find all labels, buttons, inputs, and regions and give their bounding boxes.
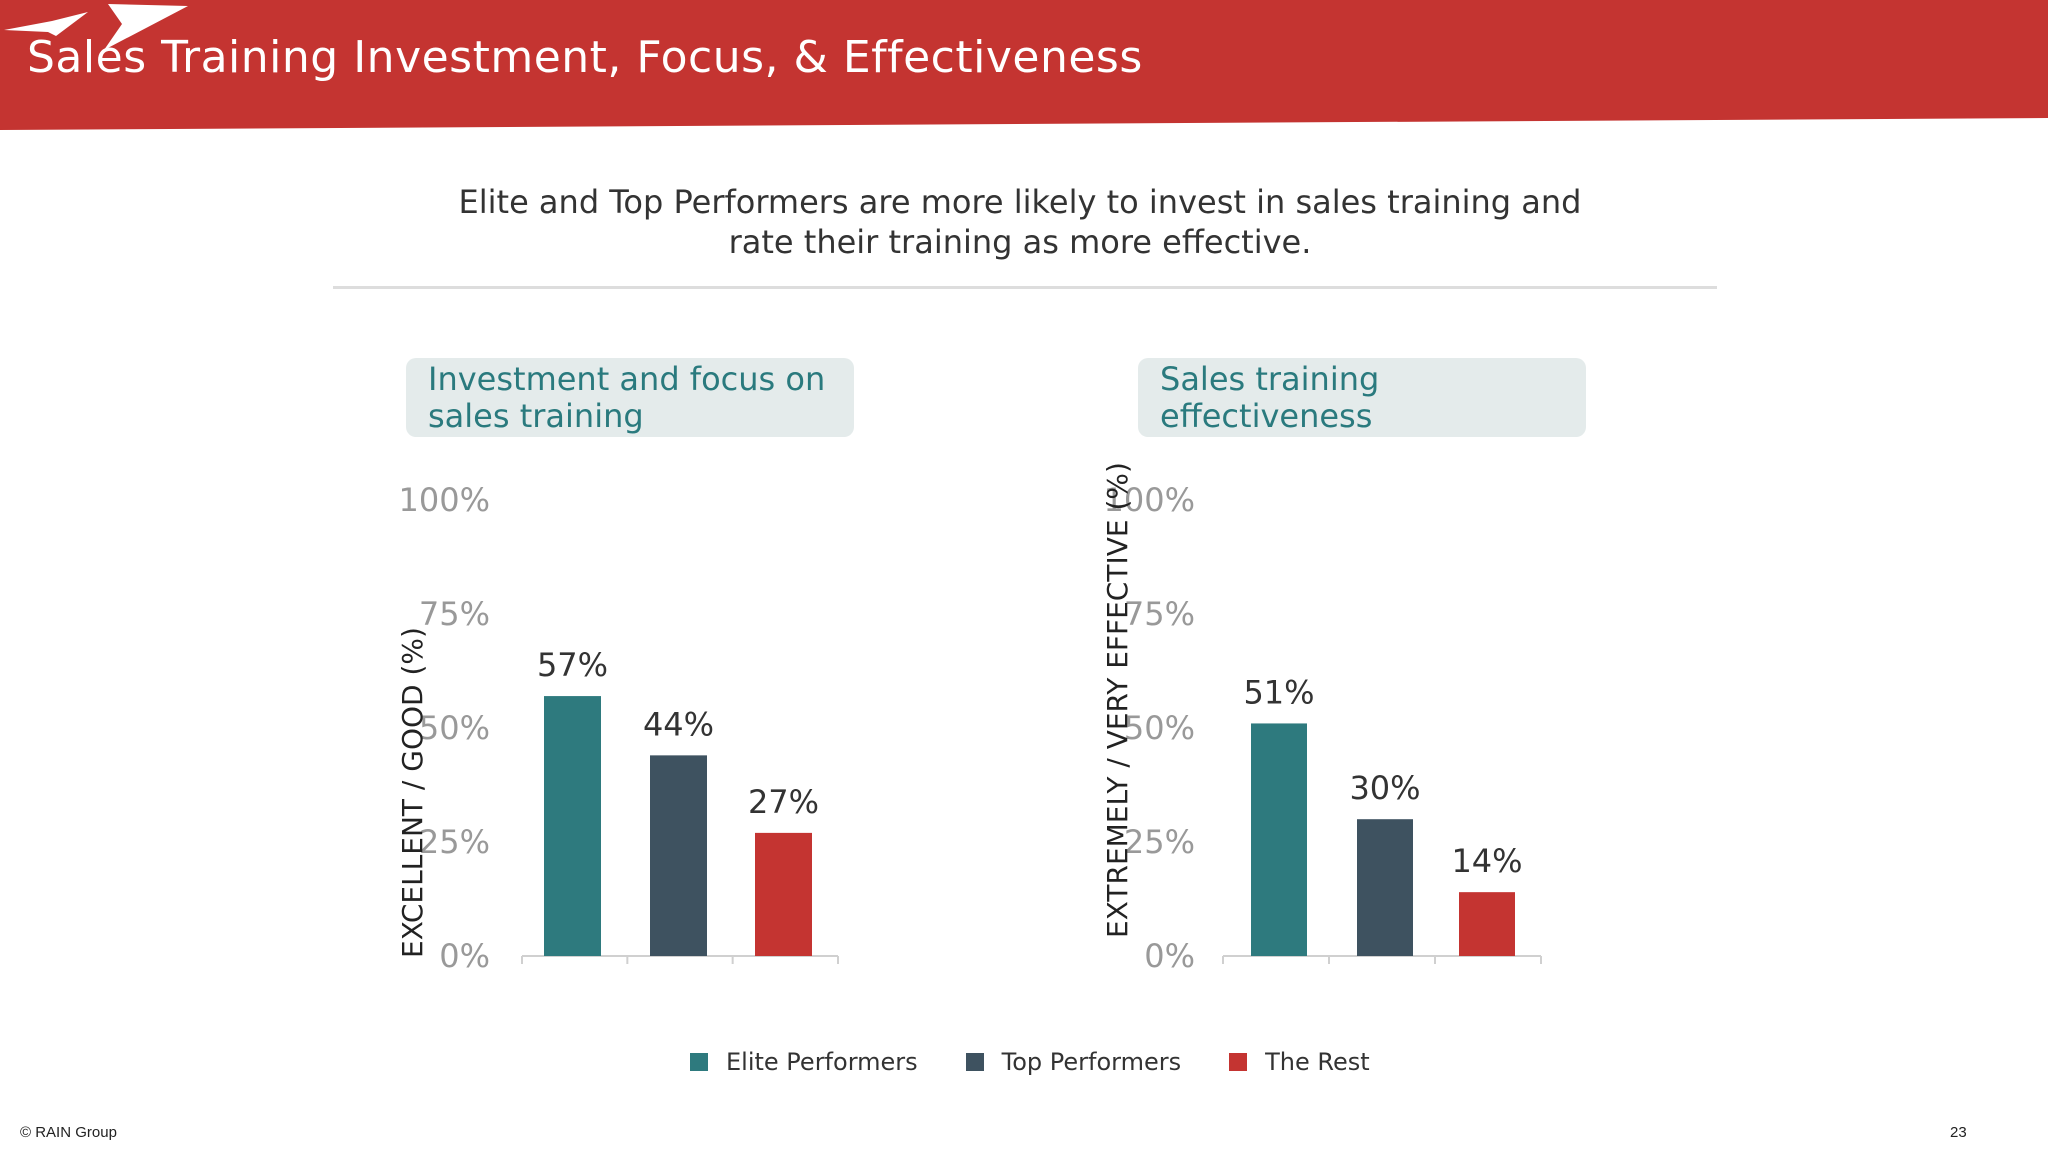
footer-copyright: © RAIN Group bbox=[20, 1124, 117, 1141]
effectiveness-chart-plot: 0% 25% 50% 75% 100%EXTREMELY / VERY EFFECTIV… bbox=[1101, 462, 1542, 975]
y-tick-label: 50% bbox=[419, 709, 490, 747]
bar bbox=[1251, 723, 1307, 956]
y-tick-label: 25% bbox=[419, 823, 490, 861]
bar-value-label: 27% bbox=[748, 783, 819, 821]
legend-label-elite: Elite Performers bbox=[726, 1048, 918, 1076]
header-banner bbox=[0, 0, 2048, 130]
y-tick-label: 100% bbox=[399, 481, 490, 519]
footer-page-number: 23 bbox=[1950, 1124, 1967, 1141]
y-tick-label: 75% bbox=[1124, 595, 1195, 633]
legend-label-top: Top Performers bbox=[1001, 1048, 1182, 1076]
bar bbox=[755, 832, 812, 956]
investment-chart: Investment and focus on sales training 0… bbox=[330, 358, 1090, 1048]
y-tick-label: 0% bbox=[1144, 937, 1195, 975]
legend-label-rest: The Rest bbox=[1265, 1048, 1370, 1076]
bar-value-label: 44% bbox=[643, 705, 714, 743]
y-tick-label: 0% bbox=[439, 937, 490, 975]
bar bbox=[1357, 819, 1413, 956]
legend-swatch-elite bbox=[690, 1053, 708, 1071]
chart-legend: Elite Performers Top Performers The Rest bbox=[690, 1044, 1418, 1080]
effectiveness-chart: Sales training effectiveness 0% 25% 50% 75%… bbox=[1035, 358, 1795, 1048]
slide-header: Sales Training Investment, Focus, & Effe… bbox=[0, 0, 2048, 130]
bar-value-label: 57% bbox=[537, 646, 608, 684]
legend-swatch-top bbox=[965, 1053, 984, 1071]
legend-item-top: Top Performers bbox=[965, 1048, 1182, 1076]
y-axis-label: EXTREMELY / VERY EFFECTIVE (%) bbox=[1101, 462, 1134, 938]
y-axis-label: EXCELLENT / GOOD (%) bbox=[396, 627, 429, 958]
bar-value-label: 51% bbox=[1243, 673, 1314, 711]
investment-chart-plot: 0% 25% 50% 75% 100% EXCELLENT / GOOD (%) 57% 44… bbox=[396, 481, 839, 975]
y-tick-label: 25% bbox=[1124, 823, 1195, 861]
bar-value-label: 30% bbox=[1349, 769, 1420, 807]
legend-swatch-rest bbox=[1229, 1053, 1248, 1071]
slide-subtitle: Elite and Top Performers are more likely… bbox=[360, 182, 1680, 262]
subtitle-line-2: rate their training as more effective. bbox=[728, 223, 1312, 261]
subtitle-line-1: Elite and Top Performers are more likely… bbox=[458, 183, 1582, 221]
legend-item-rest: The Rest bbox=[1229, 1048, 1370, 1076]
investment-chart-title: Investment and focus on sales training bbox=[406, 358, 854, 437]
effectiveness-chart-title: Sales training effectiveness bbox=[1138, 358, 1586, 437]
rain-group-logo-icon bbox=[4, 4, 188, 50]
bar-value-label: 14% bbox=[1451, 842, 1522, 880]
divider bbox=[333, 286, 1717, 289]
bar bbox=[1459, 892, 1515, 956]
slide-title: Sales Training Investment, Focus, & Effe… bbox=[27, 32, 1143, 83]
legend-item-elite: Elite Performers bbox=[690, 1048, 918, 1076]
bar bbox=[650, 755, 707, 956]
y-tick-label: 75% bbox=[419, 595, 490, 633]
y-tick-label: 100% bbox=[1104, 481, 1195, 519]
bar bbox=[544, 696, 601, 956]
y-tick-label: 50% bbox=[1124, 709, 1195, 747]
